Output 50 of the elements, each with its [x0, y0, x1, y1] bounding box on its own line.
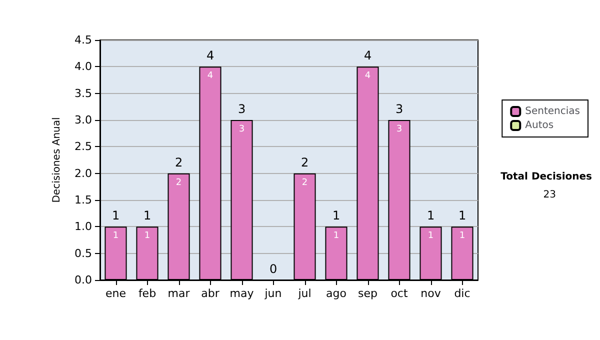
text: 23	[543, 190, 556, 200]
data-label: 4	[364, 71, 371, 82]
x-tick-label: may	[230, 287, 254, 300]
total-label: 3	[238, 102, 246, 116]
data-label: 1	[333, 231, 340, 242]
x-tick-label: ene	[105, 287, 126, 300]
y-tick-label: 1.5	[74, 194, 92, 206]
total-label: 1	[458, 208, 466, 223]
x-tick-label: ago	[326, 287, 347, 300]
y-tick-label: 1.0	[74, 220, 92, 234]
legend-label: Sentencias	[525, 106, 580, 117]
x-tick-label: mar	[168, 287, 190, 300]
total-label: 2	[300, 155, 309, 170]
data-label: 1	[428, 231, 434, 242]
total-label: 2	[174, 155, 183, 170]
data-label: 4	[207, 71, 214, 82]
y-tick-label: 4.5	[74, 34, 92, 46]
data-label: 1	[112, 231, 119, 242]
text: Total Decisiones	[500, 172, 592, 182]
x-tick-label: oct	[390, 287, 408, 300]
total-label: 1	[332, 208, 340, 223]
y-axis-title: Decisiones Anual	[52, 117, 62, 203]
x-tick-label: jun	[264, 287, 282, 300]
y-tick-label: 3.5	[74, 86, 92, 100]
total-label: 1	[426, 208, 435, 223]
total-label: 4	[206, 48, 214, 63]
data-label: 2	[302, 178, 308, 188]
data-label: 2	[176, 178, 182, 188]
total-label: 1	[112, 208, 120, 223]
y-tick-label: 0.5	[74, 246, 92, 260]
data-label: 1	[144, 231, 150, 242]
total-label: 1	[143, 208, 152, 223]
x-tick-label: abr	[201, 287, 220, 300]
data-label: 3	[396, 124, 402, 134]
data-label: 1	[459, 231, 466, 242]
y-tick-label: 0.0	[74, 274, 92, 286]
x-tick-label: nov	[420, 287, 442, 300]
x-tick-label: feb	[138, 287, 156, 300]
data-label: 3	[238, 124, 245, 134]
x-tick-label: jul	[297, 287, 312, 300]
x-tick-label: sep	[358, 287, 378, 300]
total-label: 3	[395, 102, 404, 116]
y-tick-label: 2.0	[74, 166, 92, 180]
legend-label: Autos	[525, 120, 554, 131]
y-tick-label: 4.0	[74, 60, 92, 74]
x-tick-label: dic	[454, 287, 470, 300]
total-label: 0	[269, 262, 278, 276]
y-tick-label: 3.0	[74, 114, 92, 126]
y-tick-label: 2.5	[74, 140, 92, 154]
total-label: 4	[364, 48, 372, 63]
